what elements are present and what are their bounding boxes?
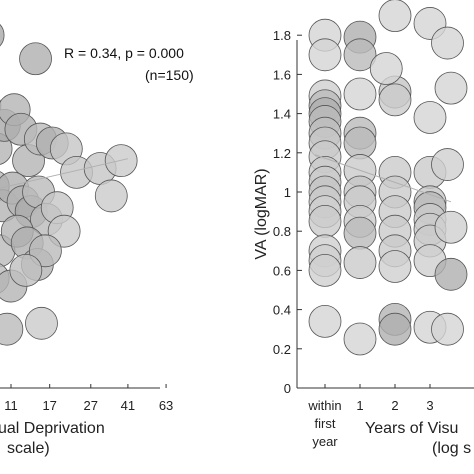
left-x-tick-label: 27: [84, 398, 98, 413]
right-point: [434, 210, 468, 244]
right-y-tick-label: 1.4: [273, 107, 291, 122]
right-points-group: [308, 0, 468, 356]
right-point: [343, 216, 377, 250]
right-point: [378, 83, 412, 117]
right-y-tick-label: 1.2: [273, 146, 291, 161]
left-point: [94, 179, 128, 213]
right-point: [378, 312, 412, 346]
left-x-label-line1: ual Deprivation: [0, 420, 105, 437]
right-x-tick-label: 2: [391, 398, 398, 413]
left-point: [19, 42, 52, 76]
right-point: [369, 52, 403, 85]
right-x-label-line1: Years of Visu: [365, 420, 458, 437]
right-x-ticks: within first year 1 2 3: [307, 384, 434, 449]
left-point: [9, 253, 43, 287]
right-point: [308, 38, 342, 72]
right-point: [434, 257, 468, 291]
right-point: [431, 148, 464, 181]
left-point: [0, 23, 5, 47]
right-x-tick-label: 1: [356, 398, 363, 413]
right-point: [431, 312, 464, 346]
left-scatter-panel: 11 17 27 41 63 R = 0.34, p = 0.000 (n=150) u…: [0, 23, 194, 457]
right-x-tick-label: within: [307, 398, 341, 413]
right-scatter-panel: 0 0.2 0.4 0.6 0.8 1 1.2 1.4 1.6 1.8 within first ye…: [253, 0, 474, 457]
right-y-label: VA (logMAR): [253, 168, 270, 259]
left-x-tick-label: 63: [159, 398, 173, 413]
right-x-tick-label: year: [312, 434, 338, 449]
right-point: [378, 250, 412, 283]
right-y-tick-label: 0.2: [273, 342, 291, 357]
left-n-annotation: (n=150): [145, 67, 194, 83]
left-points-group: [0, 23, 138, 346]
right-y-ticks: 0 0.2 0.4 0.6 0.8 1 1.2 1.4 1.6 1.8: [273, 28, 302, 396]
right-y-tick-label: 0.6: [273, 263, 291, 278]
right-y-tick-label: 1.8: [273, 28, 291, 43]
right-point: [343, 322, 377, 356]
right-point: [308, 204, 342, 238]
right-y-tick-label: 0.4: [273, 303, 291, 318]
right-point: [343, 38, 377, 72]
left-point: [25, 306, 58, 340]
right-y-tick-label: 1.6: [273, 67, 291, 82]
left-point: [0, 312, 24, 346]
left-fit-line: [0, 158, 129, 189]
right-x-tick-label: 3: [426, 398, 433, 413]
right-y-tick-label: 0: [284, 381, 291, 396]
right-point: [343, 246, 377, 279]
right-y-tick-label: 0.8: [273, 224, 291, 239]
right-point: [434, 71, 468, 105]
right-x-tick-label: first: [315, 416, 336, 431]
right-point: [308, 304, 342, 338]
left-x-tick-label: 17: [42, 398, 56, 413]
left-stat-annotation: R = 0.34, p = 0.000: [64, 45, 184, 61]
right-point: [378, 0, 412, 32]
right-point: [308, 253, 342, 287]
right-point: [431, 26, 464, 60]
left-x-ticks: 11 17 27 41 63: [4, 384, 173, 413]
right-point: [343, 77, 377, 111]
right-fit-line: [314, 154, 452, 203]
right-y-tick-label: 1: [284, 185, 291, 200]
left-x-tick-label: 11: [4, 398, 18, 413]
right-x-label-line2: (log s: [432, 440, 471, 457]
left-x-label-line2: scale): [7, 440, 50, 457]
right-point: [413, 101, 447, 134]
left-x-tick-label: 41: [121, 398, 135, 413]
